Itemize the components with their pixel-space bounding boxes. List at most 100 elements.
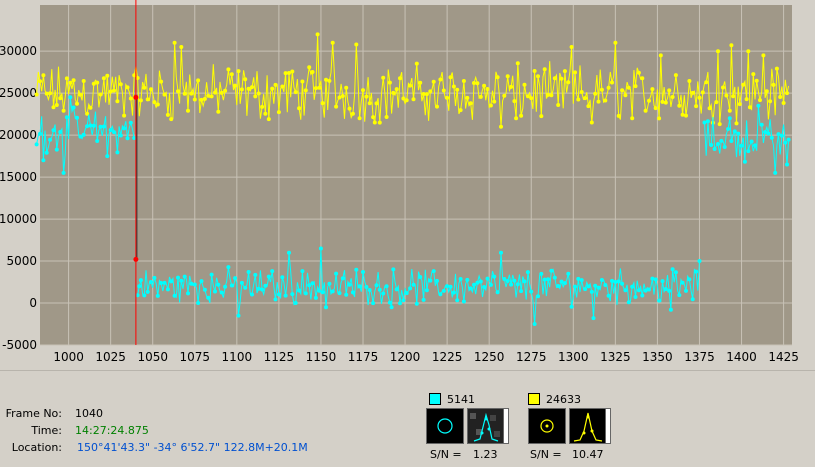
series-0-point <box>347 106 352 111</box>
series-1-point <box>176 275 180 280</box>
series-0-point <box>371 115 376 120</box>
series-0-point <box>128 96 133 101</box>
series-0-point <box>744 97 749 102</box>
series-1-point <box>152 275 157 280</box>
series-1-point <box>539 271 544 276</box>
series-0-point <box>229 72 234 77</box>
y-tick-label: 30000 <box>0 44 37 58</box>
series-1-point <box>142 293 147 298</box>
series-1-point <box>318 246 323 251</box>
star-2-aperture-thumbnail[interactable] <box>528 408 566 444</box>
series-1-point <box>753 143 757 148</box>
series-0-point <box>573 70 577 75</box>
series-0-point <box>525 94 530 99</box>
series-1-point <box>300 269 305 274</box>
series-0-point <box>529 96 534 101</box>
series-1-point <box>599 278 604 282</box>
series-0-point <box>472 81 476 85</box>
series-1-point <box>165 287 170 292</box>
series-0-point <box>172 40 177 45</box>
star-1-profile-thumbnail[interactable] <box>467 408 505 444</box>
series-0-point <box>256 91 261 96</box>
star-2-count: 24633 <box>546 393 581 406</box>
series-1-point <box>48 137 53 142</box>
series-1-point <box>138 278 143 283</box>
series-1-point <box>763 130 768 135</box>
series-1-point <box>576 276 581 281</box>
series-0-point <box>746 49 751 54</box>
series-0-point <box>623 93 628 98</box>
series-0-point <box>95 80 100 85</box>
y-axis: 30000 25000 20000 15000 10000 5000 0 -5000 <box>0 44 37 352</box>
series-1-point <box>216 282 221 287</box>
series-1-point <box>562 281 567 286</box>
location-value: 150°41'43.3" -34° 6'52.7" 122.8M+20.1M <box>77 441 308 454</box>
star-2-sn-label: S/N = <box>530 448 562 461</box>
series-0-point <box>233 83 238 88</box>
series-0-point <box>149 87 153 92</box>
series-1-point <box>283 293 288 298</box>
series-0-point <box>105 73 110 78</box>
series-0-point <box>179 45 184 49</box>
series-0-point <box>387 80 392 85</box>
series-1-point <box>643 288 648 293</box>
series-1-point <box>702 120 707 125</box>
series-1-point <box>364 285 369 289</box>
series-0-point <box>596 99 601 104</box>
series-0-point <box>768 99 773 104</box>
series-1-point <box>532 322 537 326</box>
series-0-point <box>250 85 254 90</box>
series-0-point <box>263 111 268 116</box>
series-1-point <box>243 285 248 290</box>
series-0-point <box>552 76 557 81</box>
series-1-point <box>684 288 688 293</box>
series-1-point <box>213 289 217 294</box>
star-2-scale-bar <box>605 408 611 444</box>
series-1-point <box>749 139 754 144</box>
series-1-line <box>36 97 135 173</box>
series-1-point <box>667 288 672 293</box>
series-1-point <box>189 281 194 286</box>
series-0-point <box>636 70 641 75</box>
series-0-point <box>556 103 561 107</box>
series-1-point <box>623 288 628 293</box>
series-1-point <box>512 278 517 283</box>
series-1-point <box>340 276 345 281</box>
series-0-point <box>307 65 312 70</box>
series-1-point <box>41 158 46 163</box>
series-1-point <box>492 274 497 279</box>
x-axis: 1000 1025 1050 1075 1100 1125 1150 1175 1200 1225… <box>53 350 799 364</box>
lightcurve-chart[interactable]: 30000 25000 20000 15000 10000 5000 0 -5000 1000… <box>0 0 815 370</box>
star-2-profile-thumbnail[interactable] <box>569 408 607 444</box>
series-1-point <box>536 294 540 299</box>
series-0-point <box>209 94 214 99</box>
series-1-point <box>472 282 476 287</box>
series-0-point <box>189 91 194 96</box>
series-0-point <box>344 85 349 90</box>
series-1-point <box>320 290 325 295</box>
star-2-color-swatch[interactable] <box>528 393 540 405</box>
series-1-point <box>613 280 618 284</box>
series-0-point <box>519 113 524 118</box>
series-0-point <box>657 116 662 121</box>
series-0-point <box>441 88 446 93</box>
series-0-point <box>290 69 295 74</box>
x-tick-label: 1175 <box>348 350 379 364</box>
star-1-aperture-thumbnail[interactable] <box>426 408 464 444</box>
series-0-point <box>293 90 298 95</box>
series-1-point <box>579 278 584 283</box>
series-1-point <box>438 292 443 297</box>
series-0-point <box>226 67 231 72</box>
series-0-point <box>112 88 116 93</box>
series-0-point <box>751 72 756 77</box>
series-0-point <box>91 81 96 86</box>
series-0-point <box>54 103 59 107</box>
series-0-point <box>569 45 574 49</box>
series-1-point <box>149 280 153 284</box>
series-1-point <box>112 130 116 135</box>
frame-cursor[interactable] <box>133 0 139 345</box>
series-0-point <box>98 92 103 97</box>
series-1-point <box>317 288 322 293</box>
series-1-point <box>769 135 774 140</box>
star-1-color-swatch[interactable] <box>429 393 441 405</box>
